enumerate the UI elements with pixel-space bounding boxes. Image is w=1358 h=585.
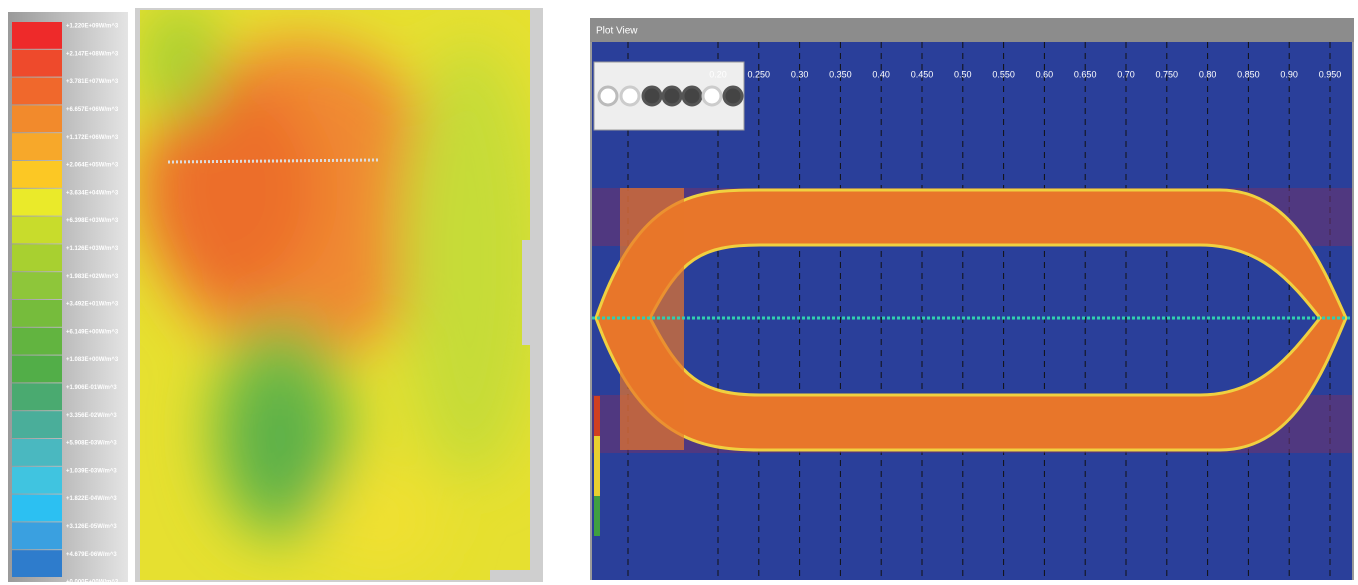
x-tick-label: 0.650	[1074, 69, 1097, 79]
x-tick-label: 0.50	[954, 69, 972, 79]
legend-swatch	[12, 328, 62, 355]
legend-label: +2.064E+05W/m^3	[66, 163, 119, 169]
legend-label: +1.126E+03W/m^3	[66, 246, 119, 252]
x-tick-label: 0.350	[829, 69, 852, 79]
legend-swatch	[12, 383, 62, 410]
legend-swatch	[12, 495, 62, 522]
legend-label: +1.039E-03W/m^3	[66, 468, 117, 474]
legend-swatch	[12, 272, 62, 299]
legend-swatch	[12, 78, 62, 105]
x-tick-label: 0.750	[1156, 69, 1179, 79]
plot-title: Plot View	[596, 26, 638, 37]
legend-label: +6.398E+03W/m^3	[66, 218, 119, 224]
x-tick-label: 0.80	[1199, 69, 1217, 79]
x-tick-label: 0.20	[709, 69, 727, 79]
legend-swatch	[12, 189, 62, 216]
legend-swatch	[12, 244, 62, 271]
legend-label: +1.906E-01W/m^3	[66, 385, 117, 391]
legend-label: +3.492E+01W/m^3	[66, 302, 119, 308]
x-tick-label: 0.250	[748, 69, 771, 79]
figure: +1.220E+09W/m^3 +2.147E+08W/m^3 +3.781E+07…	[0, 0, 1358, 585]
legend-swatch	[12, 356, 62, 383]
legend-swatch	[12, 50, 62, 77]
legend-label: +3.781E+07W/m^3	[66, 79, 119, 85]
legend-label: +1.220E+09W/m^3	[66, 24, 119, 30]
legend-label: +3.356E-02W/m^3	[66, 413, 117, 419]
legend-label: +4.679E-06W/m^3	[66, 552, 117, 558]
legend-swatch	[12, 105, 62, 132]
title-bar	[590, 18, 1354, 42]
x-tick-label: 0.90	[1280, 69, 1298, 79]
legend-swatch	[12, 522, 62, 549]
legend-swatch	[12, 439, 62, 466]
legend: +1.220E+09W/m^3 +2.147E+08W/m^3 +3.781E+07…	[12, 22, 119, 585]
legend-label: +6.149E+00W/m^3	[66, 329, 119, 335]
x-tick-label: 0.60	[1036, 69, 1054, 79]
legend-label: +1.172E+06W/m^3	[66, 135, 119, 141]
legend-label: +3.126E-05W/m^3	[66, 524, 117, 530]
x-tick-label: 0.40	[872, 69, 890, 79]
legend-label: +1.822E-04W/m^3	[66, 496, 117, 502]
x-tick-label: 0.850	[1237, 69, 1260, 79]
legend-swatch	[12, 550, 62, 577]
legend-swatch	[12, 411, 62, 438]
legend-label: +3.634E+04W/m^3	[66, 190, 119, 196]
x-tick-label: 0.550	[992, 69, 1015, 79]
legend-label: +0.000E+00W/m^3	[66, 580, 119, 585]
legend-swatch	[12, 467, 62, 494]
x-tick-label: 0.30	[791, 69, 809, 79]
legend-swatch	[12, 161, 62, 188]
legend-swatch	[12, 133, 62, 160]
legend-label: +2.147E+08W/m^3	[66, 51, 119, 57]
legend-label: +5.908E-03W/m^3	[66, 441, 117, 447]
legend-label: +1.983E+02W/m^3	[66, 274, 119, 280]
x-tick-label: 0.450	[911, 69, 934, 79]
legend-swatch	[12, 217, 62, 244]
pcb-heatmap	[140, 0, 540, 580]
legend-swatch	[12, 22, 62, 49]
x-tick-label: 0.70	[1117, 69, 1135, 79]
x-tick-label: 0.950	[1319, 69, 1342, 79]
legend-label: +6.657E+06W/m^3	[66, 107, 119, 113]
legend-label: +1.083E+00W/m^3	[66, 357, 119, 363]
legend-swatch	[12, 300, 62, 327]
